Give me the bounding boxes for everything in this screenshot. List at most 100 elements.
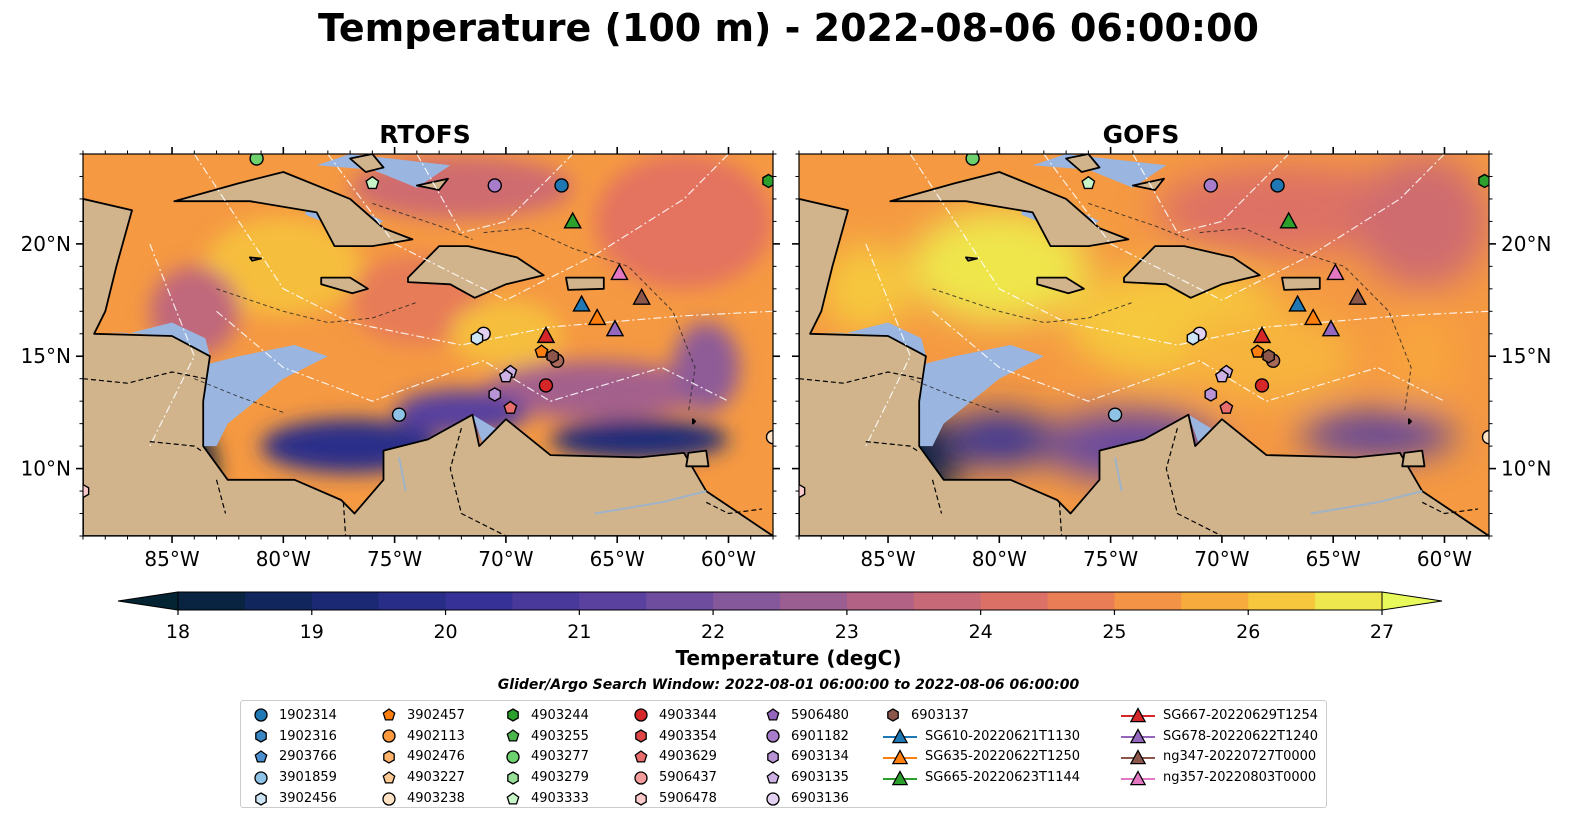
legend-marker-icon [255,791,267,806]
argo-float-marker[interactable] [249,152,264,166]
legend-entry-label: 6903137 [911,707,969,723]
argo-float-marker[interactable] [365,175,380,190]
colorbar-tick-label: 27 [1370,621,1394,643]
argo-float-marker[interactable] [1203,178,1218,193]
legend-entry-label: SG667-20220629T1254 [1163,707,1319,723]
legend-entry-label: 1902316 [279,728,337,744]
colorbar-segment [378,592,447,610]
colorbar-extend-max [1381,591,1443,611]
lon-tick-label: 75°W [1083,547,1138,571]
lon-tick-label: 85°W [860,547,915,571]
colorbar-tick-label: 18 [166,621,190,643]
argo-float-marker[interactable] [538,378,554,393]
glider-marker[interactable] [1303,308,1323,326]
glider-marker[interactable] [1321,319,1341,337]
legend-marker-icon [1121,707,1155,723]
legend-marker-icon [506,791,520,805]
legend-entry-label: 4902113 [407,728,465,744]
argo-float-marker[interactable] [1186,330,1200,346]
argo-float-marker[interactable] [498,369,513,383]
land-polygon [889,171,1130,247]
glider-marker[interactable] [605,319,625,337]
glider-marker[interactable] [1252,326,1272,344]
lon-tick-label: 60°W [701,547,756,571]
colorbar-segment [713,592,781,610]
legend-marker-icon [1121,749,1155,765]
glider-marker[interactable] [632,287,651,305]
colorbar-segment [646,592,714,610]
legend-entry-label: 4903279 [531,770,589,786]
legend-entry: 3902456 [251,788,337,809]
argo-float-marker[interactable] [487,178,502,193]
argo-float-marker[interactable] [534,344,549,358]
argo-float-marker[interactable] [1214,369,1229,383]
legend-entry: 3901859 [251,767,337,788]
argo-float-marker[interactable] [503,400,518,414]
argo-float-marker[interactable] [1270,178,1285,193]
argo-float-marker[interactable] [1481,429,1496,445]
argo-float-marker[interactable] [1478,173,1490,189]
argo-float-marker[interactable] [965,152,980,166]
argo-float-marker[interactable] [470,330,484,346]
argo-float-marker[interactable] [1250,344,1265,358]
argo-float-marker[interactable] [488,387,502,402]
legend-entry-label: 4903354 [659,728,717,744]
argo-float-marker[interactable] [793,483,806,499]
colorbar: 18 19 20 21 22 23 24 25 26 27 [117,591,1443,643]
argo-float-marker[interactable] [1204,387,1218,402]
lon-tick-label: 65°W [1306,547,1361,571]
glider-marker[interactable] [610,263,629,281]
legend-entry-label: 4903244 [531,707,589,723]
glider-marker[interactable] [563,211,582,229]
colorbar-segment [1315,592,1383,610]
legend-entry-label: ng357-20220803T0000 [1163,770,1317,786]
map-panel-rtofs[interactable]: 85°W 80°W 75°W 70°W 65°W 60°W 20°N 15°N 10°N [21,147,780,571]
argo-float-marker[interactable] [77,483,90,499]
argo-float-marker[interactable] [1219,400,1234,414]
argo-float-marker[interactable] [554,178,569,193]
figure-title: Temperature (100 m) - 2022-08-06 06:00:0… [317,6,1259,50]
colorbar-extend-min [117,591,179,611]
glider-marker[interactable] [1279,211,1298,229]
glider-marker[interactable] [1348,287,1367,305]
glider-marker[interactable] [536,326,556,344]
legend-entry: 4903227 [379,767,465,788]
legend-column: SG667-20220629T1254 SG678-20220622T1240 ng… [1121,705,1318,788]
legend-entry: 6903137 [883,705,1080,726]
map-panel-gofs[interactable]: 85°W 80°W 75°W 70°W 65°W 60°W 20°N 15°N 10°N [792,147,1551,571]
legend-entry-label: 6903136 [791,791,849,807]
legend-column: 4903344 4903354 4903629 5906437 5906478 [631,705,717,809]
colorbar-segment [1114,592,1182,610]
argo-float-marker[interactable] [762,173,774,189]
colorbar-segment [512,592,580,610]
legend-entry-label: SG635-20220622T1250 [925,749,1081,765]
colorbar-segment [244,592,313,610]
legend-marker-icon [254,750,268,763]
legend-marker-icon [254,771,268,785]
argo-float-marker[interactable] [1107,407,1123,422]
legend-entry-label: 4902476 [407,749,465,765]
legend-marker-icon [507,708,519,723]
glider-marker[interactable] [1326,263,1345,281]
legend-entry: 4903244 [503,705,589,726]
argo-float-marker[interactable] [765,429,780,445]
land-polygon [320,276,369,295]
argo-float-marker[interactable] [1262,348,1275,364]
glider-marker[interactable] [1288,294,1307,312]
glider-marker[interactable] [587,308,607,326]
legend-entry: 3902457 [379,705,465,726]
legend-marker-icon [506,729,520,742]
argo-float-marker[interactable] [546,348,559,364]
glider-marker[interactable] [572,294,591,312]
legend-entry-label: 6903135 [791,770,849,786]
legend-entry-label: 6901182 [791,728,849,744]
legend-marker-icon [1121,728,1155,744]
lat-tick-label: 20°N [1501,232,1551,256]
legend-marker-icon [255,729,267,743]
argo-float-marker[interactable] [1254,378,1270,393]
colorbar-label: Temperature (degC) [675,646,902,670]
argo-float-marker[interactable] [391,407,407,422]
legend-marker-icon [382,770,396,784]
argo-float-marker[interactable] [1081,175,1096,190]
legend-entry: 5906478 [631,788,717,809]
